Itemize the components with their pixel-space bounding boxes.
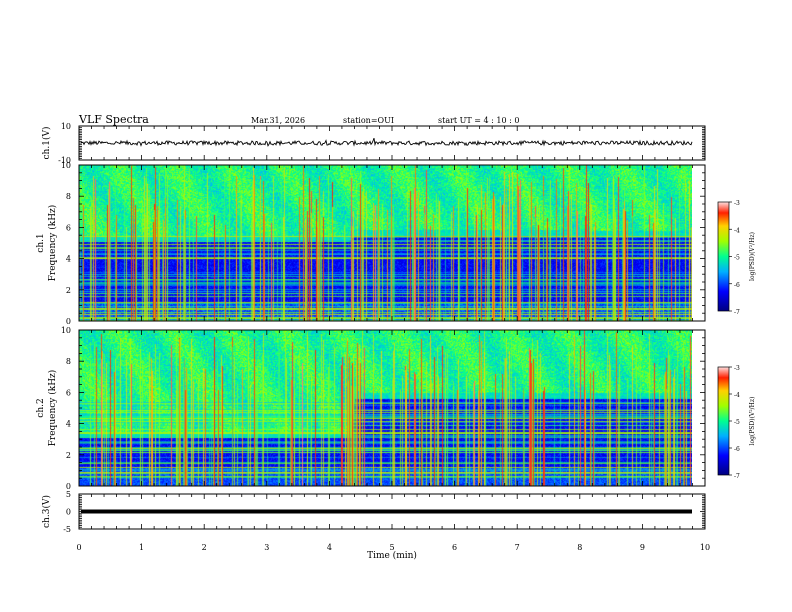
time-tick-label: 7 bbox=[515, 543, 520, 552]
time-tick-label: 4 bbox=[327, 543, 332, 552]
time-axis-label: Time (min) bbox=[367, 550, 417, 561]
ch2-cb-tick-label: -5 bbox=[734, 419, 740, 426]
ch2-spectrogram-panel: 0 2 4 6 8 10 ch.2 Frequency (kHz) bbox=[36, 326, 706, 491]
time-tick-label: 6 bbox=[452, 543, 457, 552]
ch1-spec-ytick-label: 4 bbox=[66, 255, 71, 264]
ch1-wave-ylabel: ch.1(V) bbox=[41, 127, 52, 160]
ch3-wave-ytick-label: -5 bbox=[63, 525, 71, 534]
ch1-spec-ytick-label: 6 bbox=[66, 223, 71, 232]
ch2-spec-heatmap bbox=[79, 330, 692, 486]
ch1-spec-ytick-label: 10 bbox=[61, 161, 71, 170]
ch2-cb-tick-label: -6 bbox=[734, 446, 740, 453]
ch2-spec-ytick-label: 6 bbox=[66, 388, 71, 397]
ch2-spec-ytick-label: 10 bbox=[61, 326, 71, 335]
ch1-spec-heatmap bbox=[79, 165, 692, 321]
time-tick-label: 1 bbox=[139, 543, 144, 552]
ch2-cb-tick-label: -4 bbox=[734, 392, 740, 399]
ch1-wave-trace bbox=[80, 137, 693, 147]
ch3-waveform-panel: 5 0 -5 ch.3(V) bbox=[41, 490, 706, 534]
date-label: Mar.31, 2026 bbox=[251, 116, 306, 125]
ch3-wave-ytick-label: 5 bbox=[66, 490, 71, 499]
ch1-cb-tick-label: -5 bbox=[734, 255, 740, 262]
station-label: station=OUI bbox=[343, 116, 394, 125]
ch2-spec-ytick-label: 0 bbox=[66, 482, 71, 491]
time-tick-label: 2 bbox=[202, 543, 207, 552]
ch1-spec-ylabel: ch.1 bbox=[36, 233, 46, 252]
ch3-wave-ylabel: ch.3(V) bbox=[41, 495, 52, 528]
ch2-cb-gradient bbox=[717, 366, 730, 476]
time-tick-label: 8 bbox=[577, 543, 582, 552]
ch1-cb-gradient bbox=[717, 201, 730, 312]
ch1-cb-tick-label: -7 bbox=[734, 309, 740, 316]
ch1-waveform-panel: 10 -10 ch.1(V) bbox=[41, 122, 706, 165]
ch2-cb-label: log(PSD)(V²/Hz) bbox=[749, 397, 756, 446]
time-axis: 0 1 2 3 4 5 6 7 8 9 10 Time (min) bbox=[76, 543, 710, 561]
ch1-spec-ytick-label: 8 bbox=[66, 192, 71, 201]
ch1-cb-tick-label: -4 bbox=[734, 227, 740, 234]
ch1-spec-ylabel2: Frequency (kHz) bbox=[47, 205, 58, 282]
ch2-spec-ytick-label: 4 bbox=[66, 420, 71, 429]
ch2-spec-ytick-label: 2 bbox=[66, 451, 71, 460]
ch2-spec-ylabel2: Frequency (kHz) bbox=[47, 370, 58, 447]
chart-title: VLF Spectra bbox=[79, 113, 149, 126]
time-tick-label: 9 bbox=[640, 543, 645, 552]
ch1-cb-tick-label: -3 bbox=[734, 200, 740, 207]
ch2-cb-tick-label: -7 bbox=[734, 473, 740, 480]
ch1-colorbar: -3 -4 -5 -6 -7 log(PSD)(V²/Hz) bbox=[717, 200, 756, 316]
time-tick-label: 3 bbox=[264, 543, 269, 552]
ch1-cb-tick-label: -6 bbox=[734, 282, 740, 289]
ch2-spec-ytick-label: 8 bbox=[66, 357, 71, 366]
ch1-spectrogram-panel: 0 2 4 6 8 10 ch.1 Frequency (kHz) bbox=[36, 161, 706, 326]
ch2-spec-ylabel: ch.2 bbox=[36, 398, 46, 417]
time-tick-label: 5 bbox=[389, 543, 394, 552]
ch2-cb-tick-label: -3 bbox=[734, 365, 740, 372]
ch1-wave-ytick-label: 10 bbox=[61, 122, 71, 131]
ch3-wave-ytick-label: 0 bbox=[66, 508, 71, 517]
ch1-wave-ytick-label: -10 bbox=[58, 156, 71, 165]
ch1-spec-ytick-label: 2 bbox=[66, 286, 71, 295]
ch1-cb-label: log(PSD)(V²/Hz) bbox=[749, 232, 756, 281]
ch1-spec-ytick-label: 0 bbox=[66, 317, 71, 326]
time-tick-label: 10 bbox=[700, 543, 710, 552]
start-time-label: start UT = 4 : 10 : 0 bbox=[438, 116, 520, 125]
ch2-colorbar: -3 -4 -5 -6 -7 log(PSD)(V²/Hz) bbox=[717, 365, 756, 480]
time-tick-label: 0 bbox=[76, 543, 81, 552]
